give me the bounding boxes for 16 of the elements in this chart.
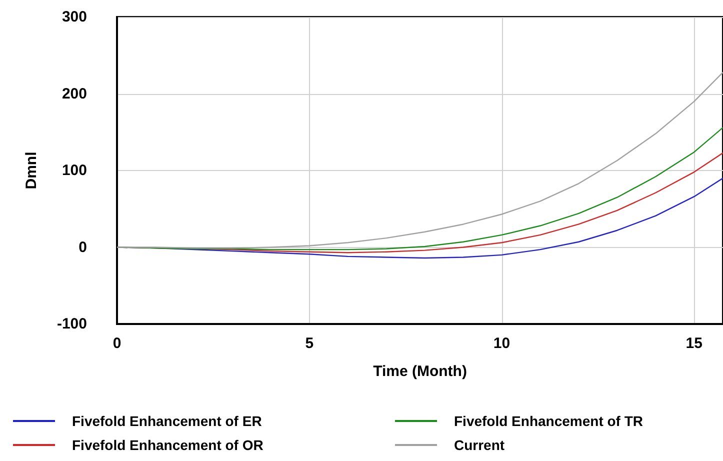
- y-tick-label: 100: [62, 162, 87, 179]
- legend-label: Fivefold Enhancement of OR: [72, 437, 264, 453]
- x-tick-label: 15: [686, 335, 702, 352]
- x-tick-label: 10: [493, 335, 510, 352]
- legend-label: Fivefold Enhancement of TR: [454, 413, 644, 429]
- x-axis-title: Time (Month): [373, 363, 467, 380]
- y-tick-label: 0: [78, 238, 87, 256]
- legend-label: Current: [454, 437, 505, 453]
- x-tick-label: 0: [112, 335, 122, 352]
- y-tick-label: 300: [62, 8, 87, 26]
- y-axis-title: Dmnl: [23, 152, 40, 190]
- x-tick-label: 5: [305, 335, 314, 352]
- legend-label: Fivefold Enhancement of ER: [72, 413, 262, 429]
- line-series: [116, 72, 723, 249]
- y-tick-label: -100: [56, 316, 87, 332]
- y-tick-label: 200: [62, 85, 87, 102]
